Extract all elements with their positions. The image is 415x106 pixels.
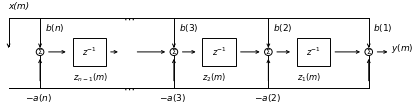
Text: $b(2)$: $b(2)$ (273, 22, 293, 34)
Text: $z^{-1}$: $z^{-1}$ (82, 46, 97, 58)
Text: $\Sigma$: $\Sigma$ (37, 47, 43, 56)
Text: $z_1(m)$: $z_1(m)$ (297, 71, 321, 84)
Text: $y(m)$: $y(m)$ (391, 42, 414, 55)
Text: $\Sigma$: $\Sigma$ (265, 47, 271, 56)
Text: $b(n)$: $b(n)$ (45, 22, 64, 34)
Text: $\Sigma$: $\Sigma$ (171, 47, 177, 56)
Ellipse shape (170, 48, 178, 56)
Text: $\Sigma$: $\Sigma$ (366, 47, 372, 56)
FancyBboxPatch shape (297, 38, 330, 66)
Text: $-a(n)$: $-a(n)$ (25, 92, 52, 104)
Text: $-a(2)$: $-a(2)$ (254, 92, 281, 104)
FancyBboxPatch shape (73, 38, 106, 66)
Text: $\cdots$: $\cdots$ (123, 13, 134, 23)
Text: $z_2(m)$: $z_2(m)$ (203, 71, 227, 84)
Text: $z_{n-1}(m)$: $z_{n-1}(m)$ (73, 71, 108, 84)
Text: $b(3)$: $b(3)$ (178, 22, 198, 34)
Text: $z^{-1}$: $z^{-1}$ (212, 46, 227, 58)
Text: x(m): x(m) (9, 2, 30, 11)
Ellipse shape (365, 48, 373, 56)
Ellipse shape (264, 48, 272, 56)
Text: $z^{-1}$: $z^{-1}$ (306, 46, 321, 58)
Ellipse shape (36, 48, 44, 56)
Text: $-a(3)$: $-a(3)$ (159, 92, 186, 104)
Text: $b(1)$: $b(1)$ (374, 22, 393, 34)
FancyBboxPatch shape (203, 38, 236, 66)
Text: $\cdots$: $\cdots$ (123, 83, 134, 93)
